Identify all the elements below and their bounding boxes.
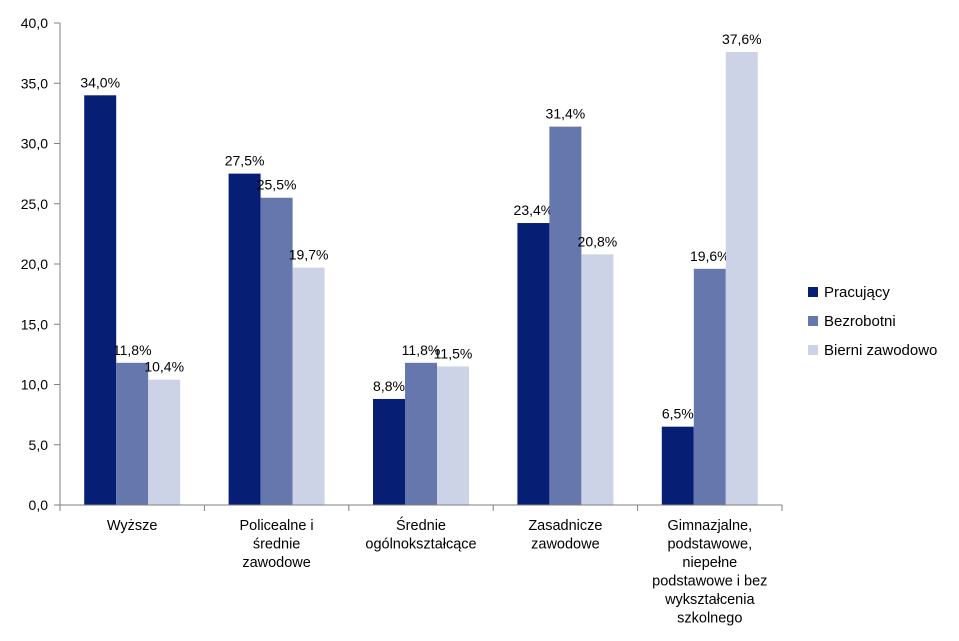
bar-bierni-zawodowo — [148, 379, 181, 505]
data-label: 31,4% — [546, 106, 586, 122]
y-axis: 0,0 5,0 10,0 15,0 20,0 25,0 30,0 35,0 40,0 — [21, 15, 61, 513]
y-tick-label: 10,0 — [21, 377, 48, 393]
data-label: 23,4% — [514, 202, 554, 218]
bar-bierni-zawodowo — [292, 267, 325, 505]
data-label: 11,5% — [434, 345, 473, 361]
data-label: 19,6% — [690, 248, 730, 264]
bar-bezrobotni — [260, 197, 293, 505]
data-label: 27,5% — [225, 153, 265, 169]
data-label: 20,8% — [578, 233, 618, 249]
data-label: 34,0% — [80, 74, 120, 90]
x-category-label: Średnie ogólnokształcące — [365, 516, 476, 553]
bar-pracujący — [661, 426, 694, 505]
y-tick-label: 5,0 — [29, 437, 49, 453]
y-tick-label: 30,0 — [21, 136, 48, 152]
data-label: 19,7% — [289, 247, 329, 263]
y-tick-label: 25,0 — [21, 196, 48, 212]
x-category-label: Gimnazjalne, podstawowe, niepełne podstawow… — [652, 518, 767, 627]
bar-bierni-zawodowo — [581, 254, 614, 505]
bar-bezrobotni — [549, 126, 582, 505]
y-tick-label: 0,0 — [29, 497, 49, 513]
legend-swatch — [808, 316, 818, 326]
legend-label: Pracujący — [824, 284, 890, 301]
bar-pracujący — [517, 223, 550, 505]
data-label: 37,6% — [722, 31, 762, 47]
legend-label: Bierni zawodowo — [824, 342, 937, 359]
y-tick-label: 40,0 — [21, 15, 48, 31]
bar-pracujący — [373, 398, 405, 505]
data-label: 8,8% — [373, 378, 405, 394]
data-label: 11,8% — [113, 342, 152, 358]
y-tick-label: 15,0 — [21, 316, 48, 332]
bar-bierni-zawodowo — [437, 366, 469, 505]
x-category-label: Zasadnicze zawodowe — [528, 518, 602, 553]
bar-bezrobotni — [693, 268, 726, 505]
bar-bierni-zawodowo — [725, 51, 758, 506]
bar-pracujący — [84, 95, 117, 506]
legend-label: Bezrobotni — [824, 313, 896, 330]
y-tick-label: 20,0 — [21, 256, 48, 272]
legend-swatch — [808, 345, 818, 355]
legend-swatch — [808, 287, 818, 297]
bar-pracujący — [228, 173, 261, 505]
y-tick-label: 35,0 — [21, 75, 48, 91]
bars: 34,0%11,8%10,4%27,5%25,5%19,7%8,8%11,8%1… — [80, 31, 762, 506]
bar-bezrobotni — [116, 362, 149, 505]
data-label: 10,4% — [144, 359, 184, 375]
x-category-label: Wyższe — [107, 518, 158, 534]
bar-bezrobotni — [405, 362, 437, 505]
x-category-label: Policealne i średnie zawodowe — [240, 518, 314, 571]
data-label: 25,5% — [257, 177, 297, 193]
x-axis: Wyższe Policealne i średnie zawodowe Średnie… — [59, 504, 783, 627]
legend: Pracujący Bezrobotni Bierni zawodowo — [808, 284, 937, 359]
data-label: 11,8% — [402, 342, 441, 358]
data-label: 6,5% — [662, 406, 694, 422]
